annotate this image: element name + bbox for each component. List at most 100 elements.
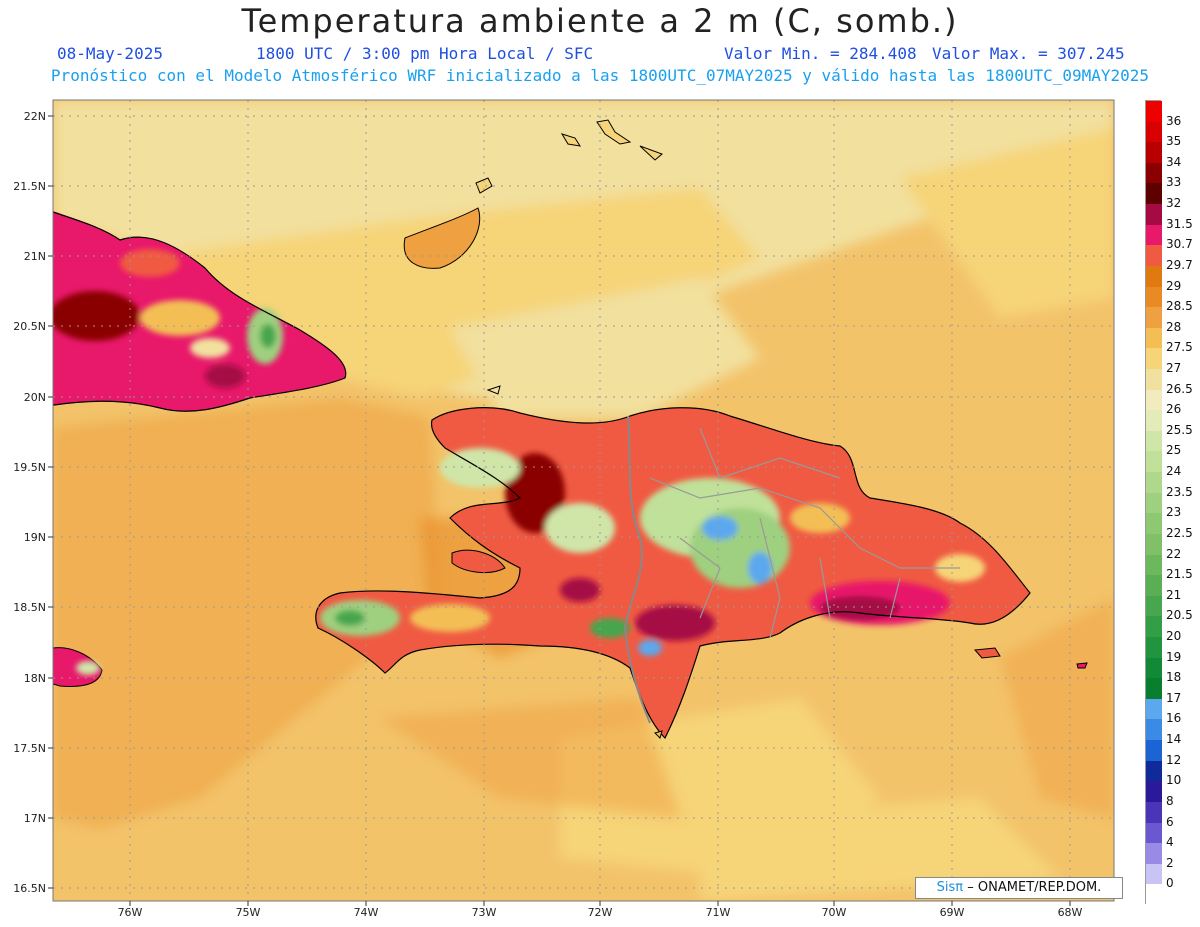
color-legend-label: 14 bbox=[1166, 732, 1182, 747]
color-legend-label: 25 bbox=[1166, 443, 1182, 458]
lat-label: 19N bbox=[24, 531, 46, 544]
color-legend-swatch bbox=[1146, 801, 1162, 824]
color-legend-swatch bbox=[1146, 121, 1162, 143]
color-legend-swatch bbox=[1146, 451, 1162, 473]
color-legend-swatch bbox=[1146, 575, 1162, 597]
color-legend-label: 29.7 bbox=[1166, 257, 1193, 272]
temperature-map: 22N 21.5N 21N 20.5N 20N 19.5N 19N 18.5N … bbox=[13, 99, 1115, 919]
organization-label: – ONAMET/REP.DOM. bbox=[967, 880, 1102, 895]
color-legend-label: 12 bbox=[1166, 752, 1182, 767]
color-legend-swatch bbox=[1146, 183, 1162, 205]
lon-label: 71W bbox=[706, 906, 731, 919]
color-legend-swatch bbox=[1146, 637, 1162, 659]
color-legend-label: 36 bbox=[1166, 113, 1182, 128]
lat-ticks bbox=[48, 115, 53, 889]
color-legend-label: 19 bbox=[1166, 649, 1182, 664]
color-legend-label: 8 bbox=[1166, 793, 1174, 808]
color-legend-label: 18 bbox=[1166, 670, 1182, 685]
color-legend-label: 17 bbox=[1166, 690, 1182, 705]
lat-label: 18.5N bbox=[13, 601, 46, 614]
color-legend-label: 28.5 bbox=[1166, 299, 1193, 314]
color-legend-label: 6 bbox=[1166, 814, 1174, 829]
lat-label: 22N bbox=[24, 110, 46, 123]
color-legend-swatch bbox=[1146, 142, 1162, 164]
color-legend-label: 32 bbox=[1166, 196, 1182, 211]
lat-label: 19.5N bbox=[13, 461, 46, 474]
color-legend-swatch bbox=[1146, 554, 1162, 576]
color-legend-swatch bbox=[1146, 162, 1162, 184]
color-legend-swatch bbox=[1146, 224, 1162, 246]
sispi-logo-text: Sisπ bbox=[936, 880, 964, 895]
color-legend-swatch bbox=[1146, 265, 1162, 288]
color-legend-label: 29 bbox=[1166, 278, 1182, 293]
color-legend-swatch bbox=[1146, 245, 1162, 267]
color-legend-swatch bbox=[1146, 781, 1162, 803]
color-legend-label: 22.5 bbox=[1166, 525, 1193, 540]
color-legend-swatch bbox=[1146, 389, 1162, 411]
hispaniola-landmass bbox=[315, 407, 1088, 740]
color-legend-swatch bbox=[1146, 348, 1162, 370]
color-legend-swatch bbox=[1146, 760, 1162, 782]
min-value-label: Valor Min. = 284.408 bbox=[724, 44, 917, 63]
lon-ticks bbox=[129, 901, 1071, 906]
color-legend-swatch bbox=[1146, 430, 1162, 452]
color-legend-label: 26.5 bbox=[1166, 381, 1193, 396]
lat-label: 18N bbox=[24, 672, 46, 685]
lat-labels: 22N 21.5N 21N 20.5N 20N 19.5N 19N 18.5N … bbox=[13, 110, 46, 895]
color-legend-swatch bbox=[1146, 286, 1162, 308]
color-legend-label: 22 bbox=[1166, 546, 1182, 561]
bahamas-islands bbox=[403, 119, 663, 395]
color-legend-swatch bbox=[1146, 369, 1162, 391]
color-legend-swatch bbox=[1146, 595, 1162, 617]
color-legend-label: 23.5 bbox=[1166, 484, 1193, 499]
color-legend-swatch bbox=[1146, 698, 1162, 720]
lat-lon-grid bbox=[53, 100, 1114, 901]
color-legend-label: 28 bbox=[1166, 319, 1182, 334]
color-legend-swatch bbox=[1146, 101, 1162, 123]
lat-label: 17N bbox=[24, 812, 46, 825]
color-legend-label: 27 bbox=[1166, 361, 1182, 375]
color-legend bbox=[1145, 100, 1162, 906]
lon-labels: 76W 75W 74W 73W 72W 71W 70W 69W 68W bbox=[118, 906, 1083, 919]
color-legend-swatch bbox=[1146, 410, 1162, 432]
lon-label: 72W bbox=[588, 906, 613, 919]
time-label: 1800 UTC / 3:00 pm Hora Local / SFC bbox=[256, 44, 594, 63]
color-legend-swatch bbox=[1146, 533, 1162, 556]
color-legend-label: 0 bbox=[1166, 876, 1174, 891]
color-legend-swatch bbox=[1146, 678, 1162, 700]
color-legend-swatch bbox=[1146, 740, 1162, 762]
color-legend-label: 25.5 bbox=[1166, 422, 1193, 437]
color-legend-swatch bbox=[1146, 884, 1162, 906]
lon-label: 75W bbox=[236, 906, 261, 919]
map-frame bbox=[52, 99, 1115, 902]
color-legend-label: 20.5 bbox=[1166, 608, 1193, 623]
color-legend-label: 35 bbox=[1166, 134, 1182, 149]
color-legend-swatch bbox=[1146, 616, 1162, 638]
color-legend-label: 27.5 bbox=[1166, 340, 1193, 355]
map-field bbox=[53, 100, 1114, 901]
color-legend-label: 21.5 bbox=[1166, 567, 1193, 582]
lat-label: 17.5N bbox=[13, 742, 46, 755]
color-legend-swatch bbox=[1146, 513, 1162, 535]
credit-box: Sisπ – ONAMET/REP.DOM. bbox=[915, 877, 1123, 899]
lat-label: 21.5N bbox=[13, 180, 46, 193]
color-legend-swatch bbox=[1146, 327, 1162, 349]
forecast-description: Pronóstico con el Modelo Atmosférico WRF… bbox=[50, 66, 1150, 85]
lat-label: 21N bbox=[24, 250, 46, 263]
map-title: Temperatura ambiente a 2 m (C, somb.) bbox=[241, 2, 959, 40]
color-legend-swatch bbox=[1146, 657, 1162, 679]
color-legend-label: 24 bbox=[1166, 464, 1182, 479]
lon-label: 76W bbox=[118, 906, 143, 919]
max-value-label: Valor Max. = 307.245 bbox=[932, 44, 1125, 63]
lon-label: 74W bbox=[354, 906, 379, 919]
color-legend-swatch bbox=[1146, 307, 1162, 329]
color-legend-label: 16 bbox=[1166, 711, 1182, 726]
color-legend-label: 21 bbox=[1166, 587, 1182, 602]
lat-label: 20.5N bbox=[13, 320, 46, 333]
color-legend-swatch bbox=[1146, 863, 1162, 885]
lon-label: 73W bbox=[472, 906, 497, 919]
color-legend-swatch bbox=[1146, 472, 1162, 494]
color-legend-swatch bbox=[1146, 719, 1162, 741]
color-legend-label: 26 bbox=[1166, 402, 1182, 417]
lat-label: 20N bbox=[24, 391, 46, 404]
